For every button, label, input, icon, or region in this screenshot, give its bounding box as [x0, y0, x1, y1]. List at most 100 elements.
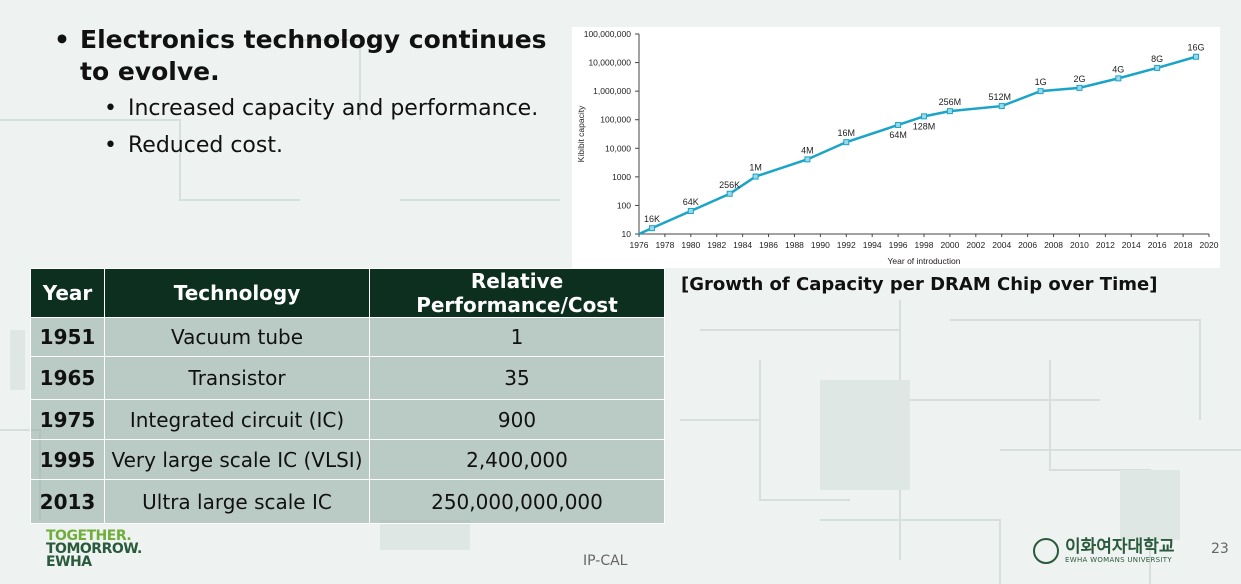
data-point-marker: [895, 121, 902, 128]
x-tick-label: 1976: [630, 240, 649, 250]
data-point-marker: [804, 156, 811, 163]
x-tick-label: 1982: [707, 240, 726, 250]
capacity-series-line: [638, 55, 1197, 236]
cell-technology: Transistor: [104, 356, 370, 400]
data-point-marker: [946, 108, 953, 115]
cell-year: 2013: [30, 479, 105, 524]
data-label: 8G: [1151, 54, 1163, 64]
chart-caption: [Growth of Capacity per DRAM Chip over T…: [681, 274, 1158, 295]
data-label: 4G: [1112, 64, 1124, 74]
table-row: 1951 Vacuum tube 1: [30, 317, 665, 357]
y-tick-label: 100,000,000: [584, 29, 632, 39]
x-tick-label: 1986: [759, 240, 778, 250]
cell-technology: Vacuum tube: [104, 317, 370, 357]
cell-year: 1995: [30, 439, 105, 480]
x-tick-label: 1984: [733, 240, 752, 250]
cell-technology: Very large scale IC (VLSI): [104, 439, 370, 480]
x-tick-label: 2018: [1174, 240, 1193, 250]
main-bullet-line1: Electronics technology continues: [80, 25, 547, 54]
page-number: 23: [1211, 541, 1229, 557]
x-tick-label: 1996: [889, 240, 908, 250]
data-label: 64M: [889, 130, 907, 140]
y-tick-label: 10,000,000: [588, 58, 631, 68]
x-tick-label: 2012: [1096, 240, 1115, 250]
table-row: 1965 Transistor 35: [30, 356, 665, 400]
data-point-marker: [843, 139, 850, 146]
data-point-marker: [648, 225, 655, 232]
chart-svg: 10 100 1000 10,000 100,000 1,000,000 10,000,00…: [576, 29, 1219, 266]
data-label: 1G: [1035, 77, 1047, 87]
university-name-english: EWHA WOMANS UNIVERSITY: [1065, 556, 1172, 564]
data-label: 1M: [749, 163, 762, 173]
data-point-marker: [921, 113, 927, 120]
ewha-university-logo: 이화여자대학교 EWHA WOMANS UNIVERSITY: [1033, 538, 1174, 564]
bullet-list: • Electronics technology continues to ev…: [52, 24, 552, 164]
x-tick-label: 2006: [1018, 240, 1037, 250]
table-header-row: Year Technology Relative Performance/Cos…: [30, 268, 665, 318]
x-tick-label: 1978: [655, 240, 674, 250]
data-point-marker: [998, 103, 1005, 110]
technology-table: Year Technology Relative Performance/Cos…: [30, 268, 665, 524]
data-point-marker: [1154, 64, 1161, 71]
university-seal-icon: [1033, 538, 1059, 564]
x-tick-label: 2002: [966, 240, 985, 250]
x-tick-label: 2020: [1200, 240, 1219, 250]
data-point-marker: [1115, 75, 1122, 82]
y-axis-title: Kibibit capacity: [576, 105, 586, 162]
data-point-marker: [1076, 84, 1083, 91]
x-tick-label: 1998: [915, 240, 934, 250]
main-bullet: • Electronics technology continues to ev…: [52, 24, 552, 88]
footer-label: IP-CAL: [583, 553, 628, 569]
table-row: 2013 Ultra large scale IC 250,000,000,00…: [30, 479, 665, 524]
data-label: 2G: [1073, 74, 1085, 84]
university-name-korean: 이화여자대학교: [1065, 537, 1175, 557]
cell-performance: 2,400,000: [369, 439, 665, 480]
data-label: 512M: [988, 92, 1011, 102]
sub-bullet-capacity: • Increased capacity and performance.: [102, 90, 552, 127]
data-point-marker: [687, 207, 694, 214]
cell-performance: 1: [369, 317, 665, 357]
data-label: 128M: [913, 121, 936, 131]
data-label: 256M: [939, 97, 962, 107]
data-point-marker: [1037, 88, 1044, 95]
cell-year: 1965: [30, 356, 105, 400]
x-tick-label: 2008: [1044, 240, 1063, 250]
cell-performance: 35: [369, 356, 665, 400]
data-point-marker: [726, 190, 733, 197]
cell-performance: 250,000,000,000: [369, 479, 665, 524]
cell-year: 1975: [30, 399, 105, 440]
data-label: 4M: [801, 145, 814, 155]
x-tick-label: 2010: [1070, 240, 1089, 250]
data-label: 256K: [719, 180, 740, 190]
data-label: 16G: [1188, 43, 1205, 53]
x-tick-label: 1992: [837, 240, 856, 250]
main-bullet-line2: to evolve.: [80, 57, 220, 86]
header-technology: Technology: [104, 268, 370, 318]
data-label: 16M: [838, 128, 856, 138]
y-tick-label: 100,000: [600, 115, 631, 125]
x-tick-label: 2004: [992, 240, 1011, 250]
x-tick-label: 1988: [785, 240, 804, 250]
together-tomorrow-ewha-logo: TOGETHER. TOMORROW. EWHA: [46, 528, 142, 570]
y-tick-label: 10: [622, 229, 632, 239]
data-label: 16K: [644, 214, 660, 224]
x-tick-label: 2000: [940, 240, 959, 250]
x-tick-label: 1980: [681, 240, 700, 250]
table-row: 1975 Integrated circuit (IC) 900: [30, 399, 665, 440]
header-year: Year: [30, 268, 105, 318]
bullet-dot-icon: •: [104, 133, 117, 158]
cell-technology: Integrated circuit (IC): [104, 399, 370, 440]
y-tick-label: 10,000: [605, 143, 631, 153]
cell-year: 1951: [30, 317, 105, 357]
y-tick-label: 1,000,000: [593, 86, 631, 96]
header-relative-performance: Relative Performance/Cost: [369, 268, 665, 318]
cell-technology: Ultra large scale IC: [104, 479, 370, 524]
y-tick-label: 1000: [612, 172, 631, 182]
x-tick-label: 2014: [1122, 240, 1141, 250]
data-point-marker: [752, 173, 759, 180]
dram-capacity-chart: 10 100 1000 10,000 100,000 1,000,000 10,000,00…: [572, 27, 1220, 268]
bullet-dot-icon: •: [54, 25, 70, 54]
x-tick-label: 1994: [863, 240, 882, 250]
bullet-dot-icon: •: [104, 96, 117, 121]
